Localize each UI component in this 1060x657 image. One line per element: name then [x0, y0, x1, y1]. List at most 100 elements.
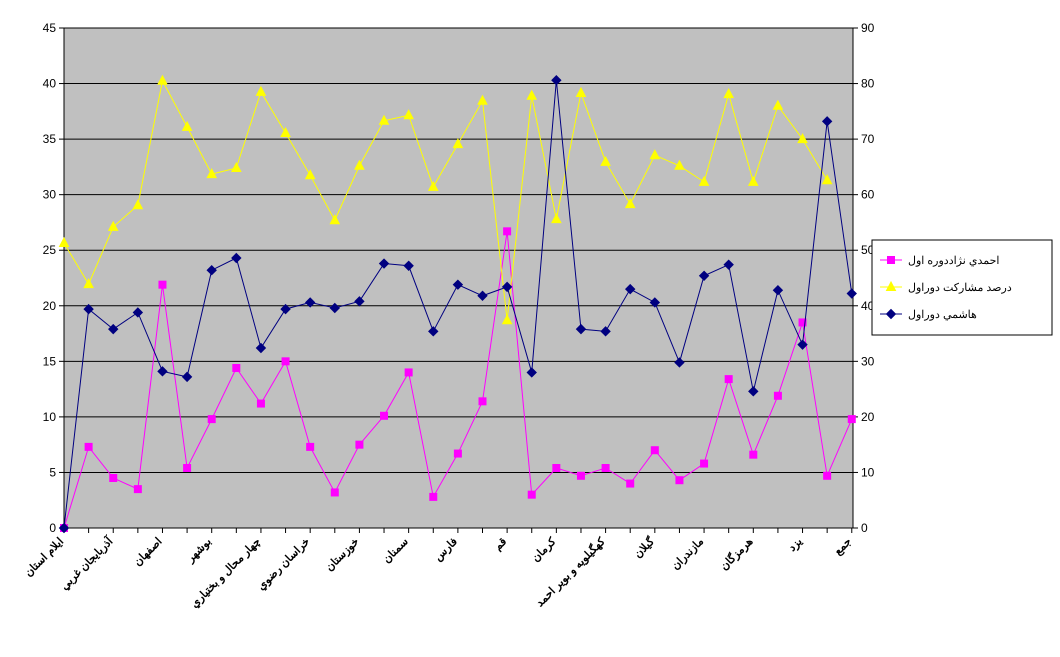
marker: [698, 270, 710, 281]
marker: [181, 371, 193, 383]
x-tick-label: گيلان: [631, 534, 658, 561]
y2-tick-label: 60: [861, 188, 875, 202]
x-tick-label: بوشهر: [184, 536, 214, 566]
marker: [501, 314, 513, 325]
marker: [280, 303, 291, 315]
marker: [600, 155, 611, 166]
marker: [724, 375, 733, 384]
marker: [403, 109, 414, 120]
legend-marker: [885, 280, 897, 291]
marker: [846, 288, 857, 299]
x-tick-label: كرمان: [530, 535, 559, 564]
marker: [748, 386, 759, 397]
marker: [478, 397, 487, 406]
marker: [428, 326, 439, 337]
legend-marker: [887, 256, 895, 264]
marker: [281, 357, 290, 366]
marker: [58, 522, 70, 534]
marker: [477, 94, 488, 105]
marker: [772, 285, 784, 296]
marker: [575, 323, 587, 335]
marker: [551, 75, 562, 86]
y-tick-label: 10: [43, 410, 57, 424]
x-tick-label: جمع: [832, 535, 854, 557]
y2-tick-label: 70: [861, 132, 875, 146]
marker: [132, 199, 144, 210]
marker: [700, 459, 709, 468]
x-tick-label: سمنان: [381, 536, 411, 566]
marker: [157, 74, 168, 85]
marker: [551, 213, 562, 224]
marker: [649, 297, 661, 308]
marker: [354, 159, 365, 170]
legend: احمدي نژاددوره اول درصد مشاركت دوراول هاشم…: [871, 239, 1053, 336]
marker: [723, 259, 734, 270]
marker: [575, 86, 587, 97]
marker: [601, 464, 610, 472]
marker: [698, 175, 710, 186]
marker: [133, 485, 142, 494]
marker: [403, 260, 414, 271]
marker: [747, 175, 759, 186]
y-tick-label: 25: [43, 243, 57, 257]
marker: [427, 180, 439, 191]
marker: [132, 307, 144, 318]
marker: [330, 488, 339, 497]
marker: [501, 281, 513, 293]
y2-tick-label: 80: [861, 77, 875, 91]
marker: [354, 296, 365, 307]
legend-marker: [885, 308, 897, 320]
marker: [304, 297, 316, 308]
y-tick-label: 45: [43, 21, 57, 35]
marker: [355, 440, 364, 449]
marker: [452, 138, 464, 149]
marker: [674, 357, 685, 368]
marker: [847, 415, 856, 424]
marker: [674, 159, 685, 170]
marker: [675, 476, 684, 485]
marker: [625, 283, 636, 295]
marker: [797, 339, 808, 350]
marker: [649, 149, 661, 160]
marker: [107, 220, 119, 231]
marker: [453, 449, 462, 458]
marker: [797, 133, 808, 144]
marker: [109, 474, 118, 482]
marker: [230, 161, 242, 172]
marker: [231, 252, 242, 264]
marker: [378, 258, 390, 269]
marker: [823, 471, 832, 480]
marker: [429, 492, 438, 501]
marker: [650, 446, 659, 455]
x-tick-label: ايلام استان: [23, 536, 67, 580]
x-tick-label: خوزستان: [324, 535, 362, 573]
marker: [378, 114, 390, 125]
marker: [256, 399, 265, 408]
y2-tick-label: 30: [861, 354, 875, 368]
legend-label: درصد مشاركت دوراول: [908, 282, 1012, 294]
marker: [503, 227, 512, 236]
marker: [108, 323, 119, 335]
x-tick-label: خراسان رضوي: [255, 535, 313, 593]
y2-tick-label: 10: [861, 465, 875, 479]
marker: [255, 342, 267, 354]
marker: [58, 236, 70, 247]
marker: [306, 442, 315, 451]
x-tick-label: آذربايجان غربي: [57, 534, 117, 594]
marker: [626, 479, 635, 488]
marker: [181, 120, 193, 131]
y-tick-label: 15: [43, 354, 57, 368]
marker: [821, 116, 833, 127]
x-tick-label: فارس: [432, 536, 460, 564]
marker: [329, 214, 341, 225]
y-tick-label: 5: [49, 465, 56, 479]
marker: [158, 280, 167, 289]
y-tick-label: 0: [49, 521, 56, 535]
y-tick-label: 30: [43, 188, 57, 202]
x-tick-label: هرمزگان: [717, 534, 756, 573]
marker: [83, 303, 94, 315]
y2-tick-label: 20: [861, 410, 875, 424]
marker: [183, 464, 192, 472]
y2-tick-label: 0: [861, 521, 868, 535]
